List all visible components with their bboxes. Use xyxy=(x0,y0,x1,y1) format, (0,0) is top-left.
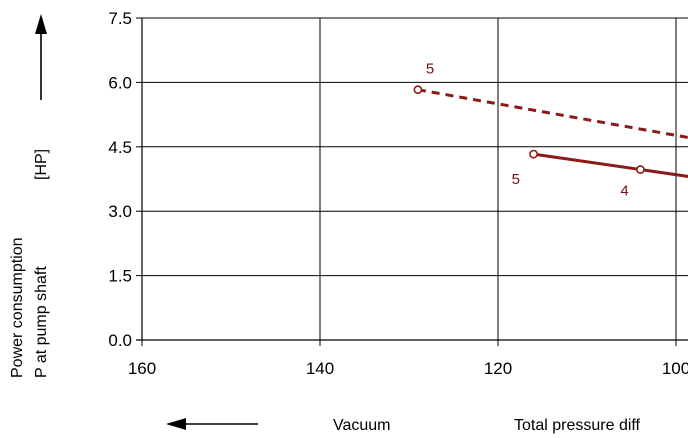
vacuum-label: Vacuum xyxy=(333,417,391,434)
y-axis-label-line2: P at pump shaft xyxy=(33,266,50,378)
y-axis-label-line1: Power consumption xyxy=(9,237,26,378)
data-point xyxy=(637,166,644,173)
y-tick-labels: 0.0 1.5 3.0 4.5 6.0 7.5 xyxy=(108,9,132,350)
series-line-dashed xyxy=(418,90,688,293)
x-tick-label: 120 xyxy=(484,359,512,378)
y-tick-label: 6.0 xyxy=(108,73,132,92)
y-axis-unit: [HP] xyxy=(33,149,50,180)
left-arrow-icon xyxy=(166,418,258,430)
data-point xyxy=(530,150,537,157)
y-tick-label: 0.0 xyxy=(108,331,132,350)
series-line-solid xyxy=(534,154,688,303)
total-pressure-label: Total pressure diff xyxy=(514,417,641,434)
x-tick-label: 140 xyxy=(306,359,334,378)
x-tick-labels: 16014012010080604020 xyxy=(128,359,688,378)
point-label: 5 xyxy=(426,61,434,78)
point-label: 5 xyxy=(512,171,520,188)
y-tick-label: 3.0 xyxy=(108,202,132,221)
grid xyxy=(142,18,688,340)
data-point xyxy=(414,86,421,93)
y-tick-label: 4.5 xyxy=(108,138,132,157)
y-tick-label: 1.5 xyxy=(108,267,132,286)
series-group: 5431/254321 xyxy=(414,61,688,304)
axes xyxy=(136,18,688,346)
y-tick-label: 7.5 xyxy=(108,9,132,28)
series-dashed: 54321 xyxy=(414,61,688,293)
series-solid: 5431/2 xyxy=(512,150,688,303)
x-tick-label: 100 xyxy=(662,359,688,378)
x-tick-label: 160 xyxy=(128,359,156,378)
up-arrow-icon xyxy=(35,14,47,100)
point-label: 4 xyxy=(620,183,628,200)
